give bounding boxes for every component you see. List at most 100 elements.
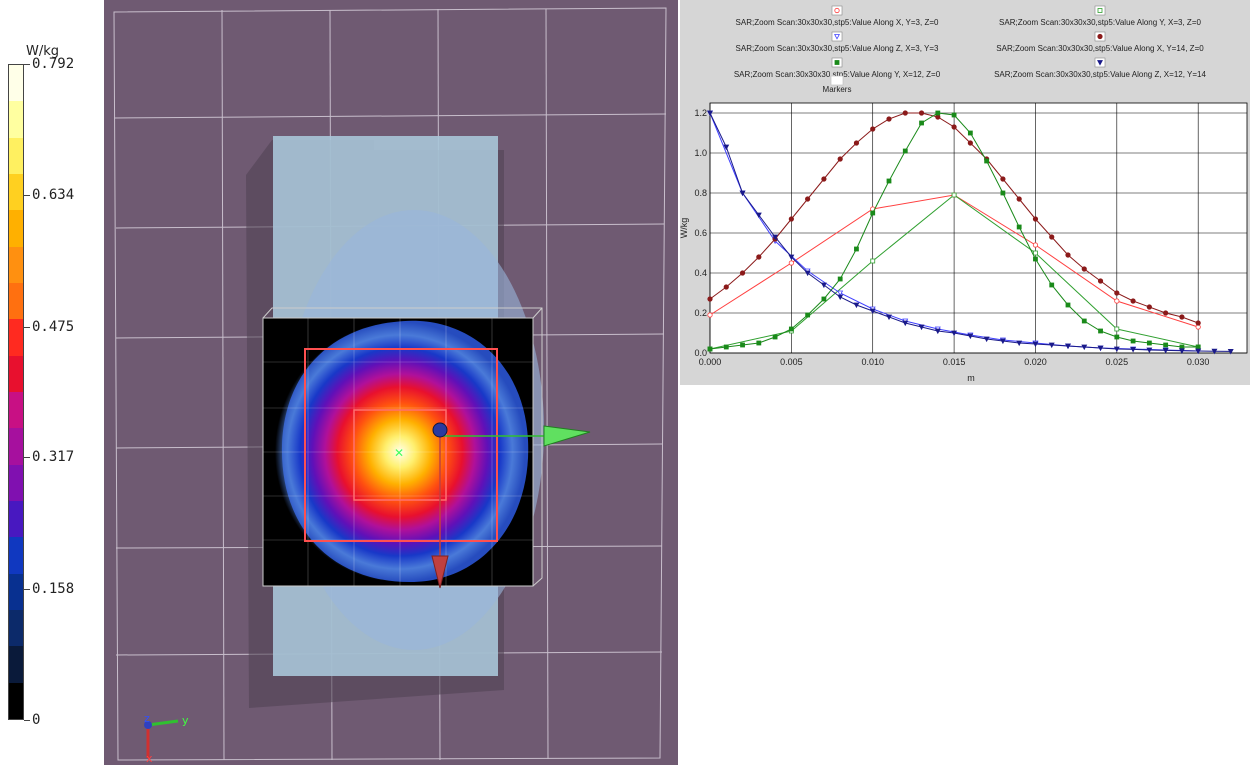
data-point: [1032, 242, 1039, 248]
data-point: [772, 334, 778, 340]
data-point: [1211, 348, 1218, 355]
data-point: [951, 112, 957, 118]
x-tick-label: 0.015: [943, 357, 966, 367]
red-frame-inner: [353, 409, 447, 501]
data-point: [834, 7, 840, 14]
x-tick-label: 0.025: [1106, 357, 1129, 367]
data-point: [854, 246, 859, 252]
colorbar-tick-label: 0.792: [32, 56, 75, 72]
legend-entry-label: SAR;Zoom Scan:30x30x30,stp5:Value Along …: [734, 70, 941, 79]
data-point: [1032, 216, 1039, 222]
data-point: [755, 212, 762, 219]
legend-entry-label: SAR;Zoom Scan:30x30x30,stp5:Value Along …: [994, 70, 1206, 79]
colorbar-tick-label: 0.158: [32, 581, 75, 598]
data-point: [1081, 266, 1087, 272]
data-point: [1016, 340, 1023, 347]
probe-x-arrow-icon: [431, 555, 449, 589]
data-point: [935, 110, 941, 116]
colorbar-segment: [9, 573, 23, 610]
y-tick-label: 1.2: [694, 108, 707, 118]
sar-line-chart: SAR;Zoom Scan:30x30x30,stp5:Value Along …: [680, 0, 1250, 385]
data-point: [1130, 347, 1137, 353]
colorbar: W/kg 0.792 0.634 0.475 0.317 0.158 0: [0, 0, 100, 765]
data-point: [707, 346, 713, 352]
data-point: [886, 116, 892, 122]
data-point: [1114, 298, 1120, 304]
colorbar-tick-mark: [24, 457, 30, 459]
data-point: [723, 284, 729, 290]
data-point: [1130, 338, 1136, 344]
data-point: [1065, 302, 1071, 308]
triad-y-label: y: [182, 714, 189, 727]
data-point: [772, 234, 779, 241]
colorbar-segment: [9, 319, 23, 356]
colorbar-tick-mark: [24, 326, 30, 328]
colorbar-segment: [9, 355, 23, 392]
x-tick-label: 0.010: [861, 357, 884, 367]
data-point: [1049, 234, 1055, 240]
data-point: [821, 296, 827, 302]
y-axis-label: W/kg: [680, 218, 689, 239]
legend-entry-label: SAR;Zoom Scan:30x30x30,stp5:Value Along …: [999, 18, 1201, 27]
colorbar-tick-mark: [24, 589, 30, 591]
data-point: [853, 302, 860, 309]
probe-tip: [432, 422, 448, 438]
data-point: [788, 260, 794, 266]
data-point: [918, 324, 925, 331]
chart-series: [707, 110, 1234, 355]
data-point: [788, 326, 794, 332]
axes-triad: z y x: [144, 712, 189, 765]
data-point: [707, 296, 713, 302]
data-point: [1195, 344, 1201, 350]
plot-area: [709, 102, 1248, 354]
data-point: [1227, 349, 1234, 355]
legend-entry-label: SAR;Zoom Scan:30x30x30,stp5:Value Along …: [736, 18, 939, 27]
colorbar-gradient: [8, 64, 24, 720]
data-point: [902, 148, 908, 154]
colorbar-segment: [9, 65, 23, 102]
data-point: [804, 270, 811, 277]
data-point: [1098, 328, 1103, 334]
colorbar-tick-mark: [24, 64, 30, 65]
colorbar-segment: [9, 464, 23, 501]
legend-markers-swatch: [830, 75, 844, 86]
zoom-box-front: [262, 317, 534, 587]
data-point: [1114, 326, 1120, 332]
data-point: [756, 340, 762, 346]
colorbar-segment: [9, 173, 23, 211]
sar-3d-viewport[interactable]: ✕ z y x: [104, 0, 678, 765]
data-point: [1195, 348, 1202, 355]
chart-svg: SAR;Zoom Scan:30x30x30,stp5:Value Along …: [680, 5, 1248, 383]
data-point: [902, 110, 908, 116]
data-point: [788, 216, 794, 222]
data-point: [1032, 341, 1039, 348]
data-point: [1065, 343, 1071, 350]
data-point: [1097, 8, 1103, 13]
colorbar-segment: [9, 101, 23, 138]
series-6: [707, 110, 1234, 355]
data-point: [983, 336, 990, 343]
data-point: [853, 140, 860, 146]
data-point: [1146, 340, 1152, 346]
colorbar-tick-label: 0.634: [32, 186, 75, 203]
triad-z-label: z: [144, 712, 150, 725]
data-point: [870, 210, 876, 216]
colorbar-tick-mark: [24, 720, 30, 721]
data-point: [1097, 278, 1104, 284]
chart-grid: [709, 103, 1247, 354]
data-point: [951, 124, 957, 130]
data-point: [820, 282, 827, 289]
colorbar-segment: [9, 609, 23, 647]
data-point: [740, 342, 745, 348]
data-point: [1179, 314, 1185, 320]
data-point: [934, 328, 941, 335]
data-point: [967, 333, 974, 340]
data-point: [1016, 224, 1022, 230]
data-point: [870, 126, 876, 132]
probe-y-arrow-icon: [543, 425, 591, 447]
colorbar-segment: [9, 428, 23, 465]
y-tick-label: 1.0: [694, 148, 707, 158]
data-point: [723, 144, 730, 151]
colorbar-segment: [9, 210, 23, 247]
data-point: [951, 330, 958, 337]
